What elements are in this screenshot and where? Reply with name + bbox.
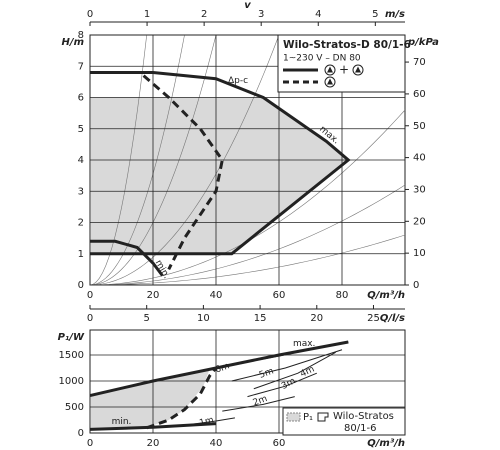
x2-tick-label: 3 (258, 9, 264, 20)
y-tick-label: 7 (78, 61, 84, 72)
y-tick-label: 1000 (59, 376, 84, 387)
annotation: Δp-c (228, 76, 248, 86)
y2-tick-label: 10 (413, 248, 426, 259)
annotation: 5m (258, 366, 275, 380)
y-axis-label: P₁/W (58, 332, 85, 343)
x-tick-label: 0 (87, 290, 93, 301)
y-tick-label: 3 (78, 186, 84, 197)
y-tick-label: 2 (78, 218, 84, 229)
series-line (209, 341, 349, 370)
x3-tick-label: 5 (144, 313, 150, 324)
y-tick-label: 5 (78, 124, 84, 135)
x-tick-label: 80 (336, 290, 349, 301)
system-curve (89, 234, 406, 286)
annotation: min. (112, 417, 132, 427)
y-tick-label: 0 (78, 428, 84, 439)
legend-title: Wilo-Stratos-D 80/1-6 (283, 39, 411, 51)
x2-tick-label: 5 (372, 9, 378, 20)
annotation: 2m (252, 394, 269, 408)
series-line (146, 367, 218, 430)
y-tick-label: 8 (78, 30, 84, 41)
y-tick-label: 6 (78, 93, 84, 104)
x2-axis-label: v (244, 0, 251, 11)
y-tick-label: 0 (78, 280, 84, 291)
annotation: 6m (214, 361, 231, 375)
legend-swatch-label: P₁ (303, 412, 313, 423)
x3-axis-label: Q/l/s (380, 313, 405, 324)
area (90, 369, 210, 429)
x-axis-label: Q/m³/h (367, 438, 405, 449)
annotation: max. (293, 339, 315, 349)
y2-tick-label: 0 (413, 280, 419, 291)
x2-tick-label: 4 (315, 9, 321, 20)
x-tick-label: 60 (273, 438, 286, 449)
series-line (90, 239, 164, 277)
x-tick-label: 20 (147, 438, 160, 449)
x-tick-label: 20 (147, 290, 160, 301)
y2-tick-label: 60 (413, 89, 426, 100)
y2-tick-label: 30 (413, 184, 426, 195)
x3-tick-label: 0 (87, 313, 93, 324)
series-line (231, 349, 343, 382)
x2-axis-unit: m/s (385, 9, 405, 20)
x3-tick-label: 10 (197, 313, 210, 324)
x-tick-label: 0 (87, 438, 93, 449)
system-curve (89, 184, 406, 286)
legend-swatch (286, 412, 301, 422)
y-tick-label: 4 (78, 155, 84, 166)
series-line (184, 417, 235, 426)
y-tick-label: 500 (65, 402, 84, 413)
x2-tick-label: 2 (201, 9, 207, 20)
y-tick-label: 1500 (59, 350, 84, 361)
y2-tick-label: 70 (413, 57, 426, 68)
y-tick-label: 1 (78, 249, 84, 260)
hand-icon (317, 412, 329, 422)
y-axis-label: H/m (62, 37, 84, 48)
x-tick-label: 60 (273, 290, 286, 301)
legend-plus: + (339, 63, 349, 77)
y2-tick-label: 20 (413, 216, 426, 227)
series-line (142, 74, 224, 271)
legend-box-2 (282, 407, 406, 436)
annotation: 1m (198, 415, 215, 428)
series-line (253, 351, 336, 390)
legend-text: Wilo-Stratos (333, 411, 394, 422)
series-line (247, 372, 317, 398)
y2-tick-label: 50 (413, 121, 426, 132)
series-line (89, 422, 217, 431)
x2-tick-label: 0 (87, 9, 93, 20)
legend-subtitle: 1~230 V – DN 80 (283, 54, 361, 64)
x3-tick-label: 25 (367, 313, 380, 324)
series-line (222, 396, 295, 412)
legend-text: 80/1-6 (344, 423, 376, 434)
series-line (90, 71, 351, 256)
x-axis-label: Q/m³/h (367, 290, 405, 301)
x2-tick-label: 1 (144, 9, 150, 20)
y2-axis-label: p/kPa (407, 37, 439, 48)
legend-icons (324, 64, 364, 88)
x-tick-label: 40 (210, 290, 223, 301)
x3-tick-label: 15 (254, 313, 267, 324)
x-tick-label: 40 (210, 438, 223, 449)
y2-tick-label: 40 (413, 153, 426, 164)
legend-box (277, 34, 406, 93)
x3-tick-label: 20 (310, 313, 323, 324)
